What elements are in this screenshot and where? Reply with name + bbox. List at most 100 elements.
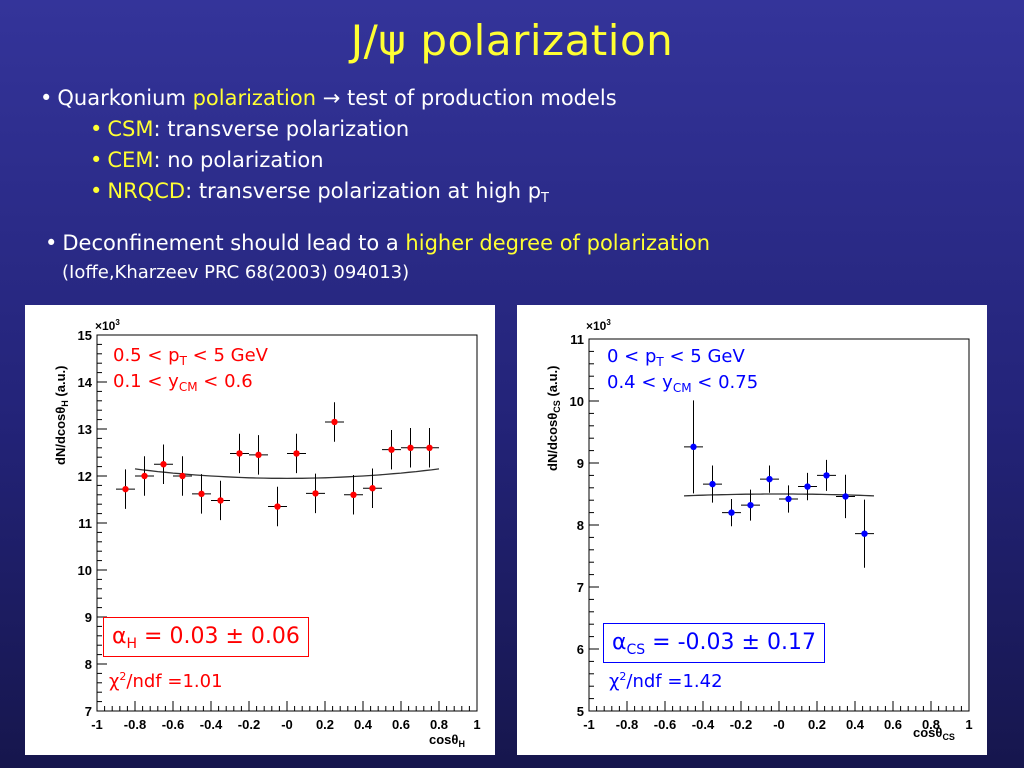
kinematic-cut-y: 0.1 < yCM < 0.6 [113, 371, 253, 394]
y-axis-label: dN/dcosθCS (a.u.) [545, 365, 562, 472]
x-tick-label: -0 [773, 717, 785, 732]
x-axis-label: cosθH [429, 732, 465, 749]
chi2-ndf: χ2/ndf =1.42 [609, 670, 723, 692]
x-tick-label: -0.6 [162, 717, 184, 732]
bullet-dot: • [90, 148, 103, 172]
y-tick-label: 6 [577, 642, 584, 657]
y-tick-label: 11 [570, 332, 584, 347]
slide-title: J/ψ polarization [350, 16, 674, 65]
bullet-quarkonium: • Quarkonium polarization → test of produ… [40, 86, 617, 110]
x-tick-label: 0.6 [884, 717, 902, 732]
x-tick-label: -0.2 [238, 717, 260, 732]
y-tick-label: 8 [577, 518, 584, 533]
highlight-polarization: polarization [192, 86, 317, 110]
kinematic-cut-y: 0.4 < yCM < 0.75 [607, 372, 759, 395]
y-tick-label: 9 [577, 456, 584, 471]
data-point [426, 444, 433, 451]
x-axis-label: cosθCS [913, 725, 955, 742]
data-point [331, 418, 338, 426]
data-point [255, 451, 262, 459]
bullet-text: Deconfinement should lead to a [62, 231, 406, 255]
y-tick-label: 11 [78, 516, 92, 531]
bullet-csm: • CSM: transverse polarization [90, 117, 409, 141]
bullet-dot: • [45, 231, 58, 255]
x-tick-label: -1 [583, 717, 595, 732]
data-point [690, 443, 697, 451]
x-tick-label: -1 [91, 717, 103, 732]
x-tick-label: -0.6 [654, 717, 676, 732]
plot-helicity-panel: -1 -0.8 -0.6 -0.4 -0.2 -0 0.2 0.4 0.6 0.8 1 7 8 9 10 11… [25, 305, 495, 755]
y-exponent-label: ×103 [586, 318, 611, 334]
x-tick-label: 0.4 [354, 717, 373, 732]
data-point [785, 495, 792, 503]
data-point [388, 446, 395, 453]
x-tick-label: -0.8 [616, 717, 638, 732]
x-tick-label: 0.2 [808, 717, 826, 732]
highlight-csm: CSM [107, 117, 154, 141]
bullet-text: Quarkonium [57, 86, 193, 110]
x-tick-label: -0 [281, 717, 293, 732]
x-tick-label: 0.8 [430, 717, 448, 732]
x-tick-label: 0.6 [392, 717, 410, 732]
plot-helicity: -1 -0.8 -0.6 -0.4 -0.2 -0 0.2 0.4 0.6 0.8 1 7 8 9 10 11… [78, 328, 481, 732]
data-point [842, 493, 849, 500]
data-point [350, 491, 357, 498]
y-tick-label: 15 [78, 328, 92, 343]
data-point [747, 501, 754, 509]
highlight-degree: higher degree of polarization [405, 231, 711, 255]
bullet-text: : no polarization [153, 148, 324, 172]
y-tick-label: 8 [85, 657, 92, 672]
alpha-result-box: αCS = -0.03 ± 0.17 [603, 623, 825, 663]
data-point [141, 472, 148, 480]
x-tick-label: -0.4 [692, 717, 715, 732]
arrow-symbol: → [316, 86, 347, 110]
kinematic-cut-pt: 0.5 < pT < 5 GeV [113, 345, 268, 368]
data-point [236, 450, 243, 457]
y-exponent-label: ×103 [95, 318, 120, 334]
data-point [293, 450, 300, 457]
x-tick-label: -0.8 [124, 717, 146, 732]
data-point [160, 461, 167, 468]
data-point [861, 530, 868, 537]
y-tick-label: 7 [577, 580, 584, 595]
data-point [804, 483, 811, 490]
bullet-nrqcd: • NRQCD: transverse polarization at high … [90, 179, 549, 206]
plot-collins-soper: -1 -0.8 -0.6 -0.4 -0.2 -0 0.2 0.4 0.6 0.8 1 5 6 7 8 9 10… [570, 332, 973, 732]
data-point [709, 480, 716, 488]
data-point [179, 472, 186, 480]
y-tick-label: 13 [78, 422, 92, 437]
bullet-text: : transverse polarization [153, 117, 410, 141]
data-point [766, 475, 773, 483]
bullet-dot: • [40, 86, 53, 110]
bullet-text: : transverse polarization at high p [185, 179, 542, 203]
data-point [198, 490, 205, 498]
bullet-dot: • [90, 117, 103, 141]
bullet-deconfinement: • Deconfinement should lead to a higher d… [45, 231, 710, 255]
data-point [823, 472, 830, 479]
kinematic-cut-pt: 0 < pT < 5 GeV [607, 346, 745, 369]
data-point [728, 509, 735, 516]
data-point [274, 503, 281, 510]
data-point [407, 444, 414, 451]
x-tick-label: 0.2 [316, 717, 334, 732]
fit-curve [134, 468, 440, 480]
y-axis-label: dN/dcosθH (a.u.) [53, 365, 70, 465]
plot-collins-soper-panel: -1 -0.8 -0.6 -0.4 -0.2 -0 0.2 0.4 0.6 0.8 1 5 6 7 8 9 10… [517, 305, 987, 755]
data-point [312, 490, 319, 497]
data-point [217, 497, 224, 504]
x-tick-label: 1 [965, 717, 972, 732]
highlight-cem: CEM [107, 148, 154, 172]
y-tick-label: 9 [85, 610, 92, 625]
alpha-result-box: αH = 0.03 ± 0.06 [103, 617, 309, 657]
y-tick-label: 12 [78, 469, 92, 484]
y-tick-label: 10 [78, 563, 92, 578]
subscript: T [541, 191, 549, 206]
x-tick-label: -0.2 [730, 717, 752, 732]
reference-citation: (Ioffe,Kharzeev PRC 68(2003) 094013) [62, 262, 410, 283]
x-tick-label: -0.4 [200, 717, 223, 732]
y-tick-label: 5 [577, 704, 584, 719]
chi2-ndf: χ2/ndf =1.01 [109, 670, 223, 692]
bullet-text: test of production models [347, 86, 617, 110]
bullet-dot: • [90, 179, 103, 203]
data-point [122, 485, 129, 493]
